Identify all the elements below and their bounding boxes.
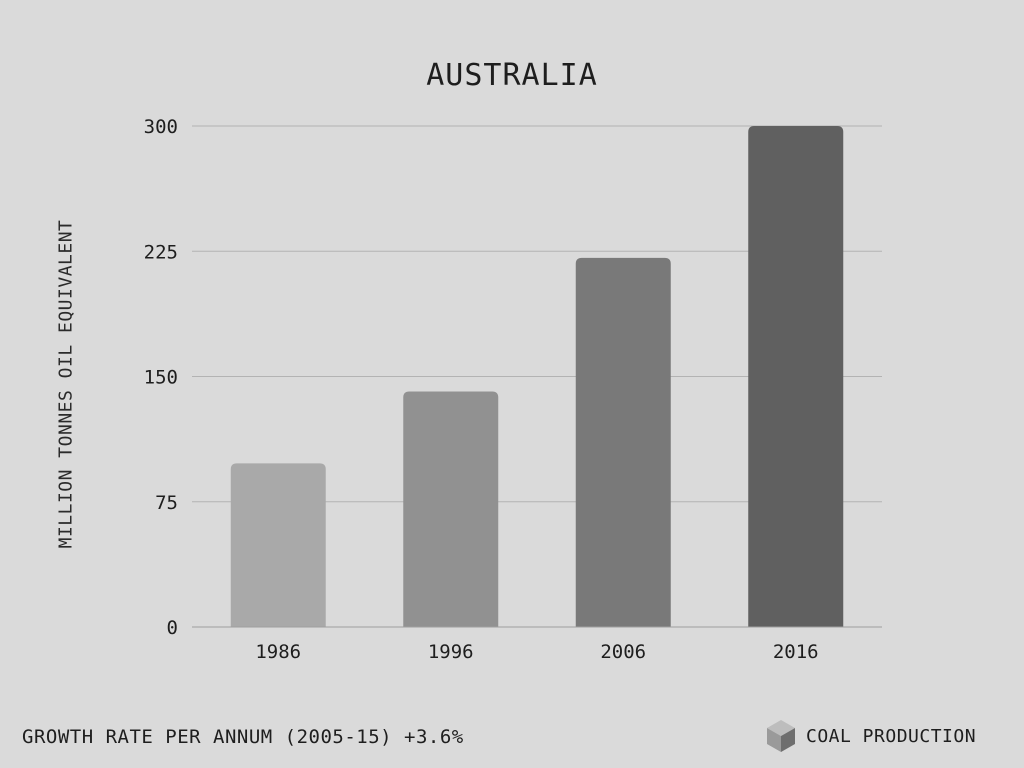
y-tick-label: 150 [144,367,178,389]
legend: COAL PRODUCTION [766,718,976,754]
bar-2016 [748,126,844,627]
bar-2006 [575,257,671,627]
bar-1986 [230,463,326,627]
x-tick-label: 1986 [255,641,301,663]
y-tick-label: 75 [155,492,178,514]
y-tick-label: 0 [167,617,178,639]
y-tick-label: 300 [144,116,178,138]
x-tick-label: 2006 [600,641,646,663]
bar-chart: 0 75 150 225 300 1986 1996 2006 2016 [144,116,882,663]
y-axis-ticks: 0 75 150 225 300 [144,116,178,639]
x-tick-label: 2016 [773,641,819,663]
y-tick-label: 225 [144,241,178,263]
x-tick-label: 1996 [428,641,474,663]
chart-title: AUSTRALIA [426,58,598,93]
cube-icon [767,720,795,752]
legend-label: COAL PRODUCTION [806,725,977,747]
bar-1996 [403,391,499,627]
bars [230,126,844,627]
growth-rate-text: GROWTH RATE PER ANNUM (2005-15) +3.6% [22,726,464,748]
x-axis-ticks: 1986 1996 2006 2016 [255,641,818,663]
